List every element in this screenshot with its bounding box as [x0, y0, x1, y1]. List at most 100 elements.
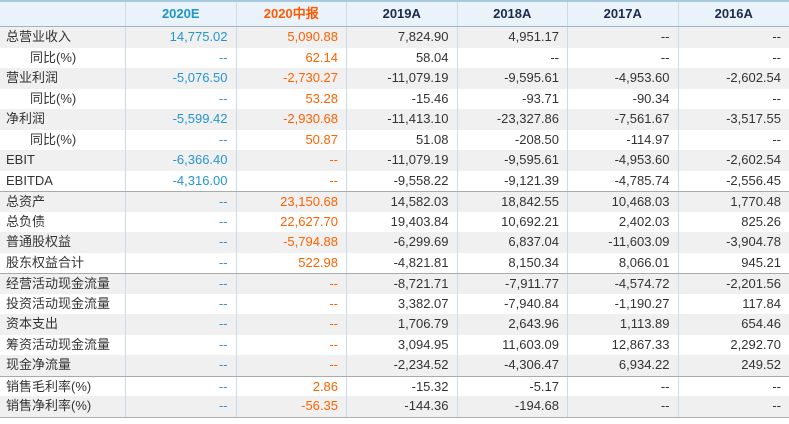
table-row: 总负债 -- 22,627.70 19,403.84 10,692.21 2,402.03… [0, 211, 789, 232]
table-row: 同比(%) -- 62.14 58.04 -- -- -- [0, 47, 789, 68]
table-row: 资本支出 -- -- 1,706.79 2,643.96 1,113.89 654.46 [0, 314, 789, 335]
value-cell: -- [772, 398, 781, 413]
value-cell: -194.68 [458, 396, 568, 417]
value-cell: -- [126, 129, 237, 150]
table-row: 同比(%) -- 50.87 51.08 -208.50 -114.97 -- [0, 129, 789, 150]
value-cell: 53.28 [237, 88, 347, 109]
value-cell: -9,595.61 [458, 150, 568, 171]
value-cell: 58.04 [347, 47, 458, 68]
value-cell: -4,574.72 [568, 274, 679, 294]
row-label: 总资产 [0, 192, 126, 212]
value-cell: -11,079.19 [347, 68, 458, 89]
row-label: 现金净流量 [0, 355, 126, 376]
value-cell: -7,940.84 [458, 293, 568, 314]
value-cell: -5,599.42 [126, 109, 237, 130]
value-cell: -2,556.45 [726, 172, 781, 188]
value-cell: -- [772, 29, 781, 44]
value-cell: -23,327.86 [458, 109, 568, 130]
column-header-2018A: 2018A [458, 2, 568, 26]
row-label: 同比(%) [0, 47, 126, 68]
value-cell: 249.52 [741, 357, 781, 372]
value-cell: -208.50 [458, 129, 568, 150]
value-cell: 14,775.02 [126, 27, 237, 48]
value-cell: 1,706.79 [347, 314, 458, 335]
value-cell: -- [772, 90, 781, 106]
column-header-2020中报: 2020中报 [237, 2, 347, 26]
value-cell: -6,366.40 [126, 150, 237, 171]
table-row: 营业利润 -5,076.50 -2,730.27 -11,079.19 -9,595.6… [0, 68, 789, 89]
value-cell: -6,299.69 [347, 232, 458, 253]
value-cell: -- [772, 131, 781, 147]
value-cell: -- [568, 47, 679, 68]
value-cell: 23,150.68 [237, 192, 347, 212]
value-cell: 7,824.90 [347, 27, 458, 48]
table-row: EBIT -6,366.40 -- -11,079.19 -9,595.61 -4,953… [0, 150, 789, 171]
column-header-2019A: 2019A [347, 2, 458, 26]
value-cell: 2,402.03 [568, 211, 679, 232]
value-cell: -- [126, 396, 237, 417]
value-cell: -5,076.50 [126, 68, 237, 89]
value-cell: -4,785.74 [568, 170, 679, 191]
value-cell: -- [126, 47, 237, 68]
value-cell: -2,930.68 [237, 109, 347, 130]
row-label: 普通股权益 [0, 232, 126, 253]
value-cell: -5.17 [458, 376, 568, 396]
column-header-blank [0, 2, 126, 26]
value-cell: 654.46 [741, 316, 781, 331]
value-cell: -9,121.39 [458, 170, 568, 191]
value-cell: -4,316.00 [126, 170, 237, 191]
value-cell: -- [568, 396, 679, 417]
value-cell: -3,904.78 [726, 234, 781, 249]
table-row: 普通股权益 -- -5,794.88 -6,299.69 6,837.04 -11,603… [0, 232, 789, 253]
row-label: 投资活动现金流量 [0, 293, 126, 314]
value-cell: -- [126, 252, 237, 273]
row-label: 同比(%) [0, 88, 126, 109]
value-cell: 5,090.88 [237, 27, 347, 48]
value-cell: 4,951.17 [458, 27, 568, 48]
value-cell: -- [458, 47, 568, 68]
value-cell: 14,582.03 [347, 192, 458, 212]
value-cell: 522.98 [237, 252, 347, 273]
value-cell: -- [772, 378, 781, 394]
value-cell: 19,403.84 [347, 211, 458, 232]
value-cell: -2,234.52 [347, 355, 458, 376]
value-cell: 12,867.33 [568, 334, 679, 355]
value-cell: 945.21 [741, 254, 781, 270]
value-cell: 1,770.48 [730, 194, 781, 209]
value-cell: -- [237, 355, 347, 376]
row-label: 经营活动现金流量 [0, 274, 126, 294]
value-cell: 1,113.89 [568, 314, 679, 335]
value-cell: -7,911.77 [458, 274, 568, 294]
column-header-2016A: 2016A [714, 6, 753, 21]
value-cell: -- [237, 170, 347, 191]
value-cell: 3,382.07 [347, 293, 458, 314]
row-label: 筹资活动现金流量 [0, 334, 126, 355]
table-header-row: 2020E 2020中报 2019A 2018A 2017A 2016A [0, 2, 789, 27]
value-cell: -- [126, 88, 237, 109]
value-cell: -15.46 [347, 88, 458, 109]
value-cell: 50.87 [237, 129, 347, 150]
value-cell: -11,079.19 [347, 150, 458, 171]
table-body: 总营业收入 14,775.02 5,090.88 7,824.90 4,951.17 --… [0, 27, 789, 417]
table-row: 销售毛利率(%) -- 2.86 -15.32 -5.17 -- -- [0, 375, 789, 396]
value-cell: -- [772, 49, 781, 65]
value-cell: -- [126, 232, 237, 253]
value-cell: -11,413.10 [347, 109, 458, 130]
value-cell: 10,692.21 [458, 211, 568, 232]
row-label: 营业利润 [0, 68, 126, 89]
value-cell: -2,201.56 [726, 276, 781, 291]
value-cell: 18,842.55 [458, 192, 568, 212]
value-cell: -- [237, 314, 347, 335]
value-cell: -- [237, 150, 347, 171]
value-cell: 2,643.96 [458, 314, 568, 335]
row-label: 销售净利率(%) [0, 396, 126, 417]
table-row: 总资产 -- 23,150.68 14,582.03 18,842.55 10,468.0… [0, 191, 789, 212]
column-header-2020E: 2020E [126, 2, 237, 26]
value-cell: 6,934.22 [568, 355, 679, 376]
value-cell: 51.08 [347, 129, 458, 150]
value-cell: -7,561.67 [568, 109, 679, 130]
value-cell: 2,292.70 [730, 336, 781, 352]
value-cell: -1,190.27 [568, 293, 679, 314]
value-cell: -15.32 [347, 376, 458, 396]
